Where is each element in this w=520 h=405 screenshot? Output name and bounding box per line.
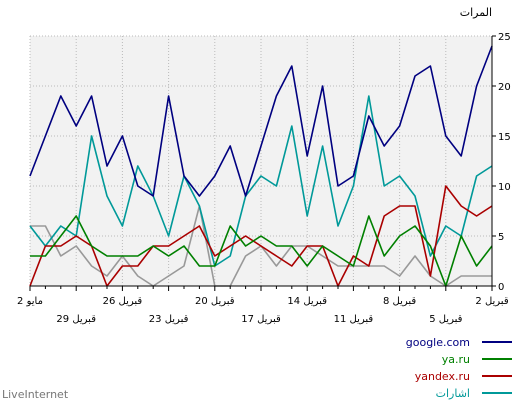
- y-tick-label: 15: [498, 132, 511, 143]
- y-tick-label: 20: [498, 82, 511, 93]
- x-tick-label: 11 قبريل: [334, 314, 374, 325]
- y-tick-label: 10: [498, 182, 511, 193]
- legend-label: اشارات: [436, 387, 470, 400]
- x-tick-label: 17 قبريل: [241, 314, 281, 325]
- series-line-google.com: [29, 45, 493, 197]
- legend-label: yandex.ru: [415, 370, 470, 383]
- x-tick-label: 5 قبريل: [429, 314, 462, 325]
- x-tick-label: 29 قبريل: [56, 314, 96, 325]
- y-axis-title: المرات: [460, 6, 492, 19]
- plot-area: [30, 36, 492, 286]
- x-tick-label: 26 قبريل: [103, 296, 143, 307]
- series-layer: [29, 45, 493, 287]
- y-ticks: 0 5 10 15 20 25: [492, 32, 511, 293]
- x-tick-label: 8 قبريل: [383, 296, 416, 307]
- x-tick-label: 2 مايو: [17, 296, 43, 307]
- x-tick-label: 2 قبريل: [475, 296, 508, 307]
- series-line-اشارات: [29, 95, 493, 267]
- y-tick-label: 0: [498, 282, 504, 293]
- legend-label: ya.ru: [442, 353, 470, 366]
- y-tick-label: 25: [498, 32, 511, 43]
- x-tick-label: 14 قبريل: [287, 296, 327, 307]
- x-tick-label: 23 قبريل: [149, 314, 189, 325]
- legend-label: google.com: [406, 336, 470, 349]
- footer-brand: LiveInternet: [2, 388, 69, 401]
- series-line-ya.ru: [30, 215, 493, 287]
- x-tick-label: 20 قبريل: [195, 296, 235, 307]
- y-tick-label: 5: [498, 232, 504, 243]
- x-ticks: 2 قبريل 5 قبريل 8 قبريل 11 قبريل 14 قبريل 17 …: [17, 286, 509, 325]
